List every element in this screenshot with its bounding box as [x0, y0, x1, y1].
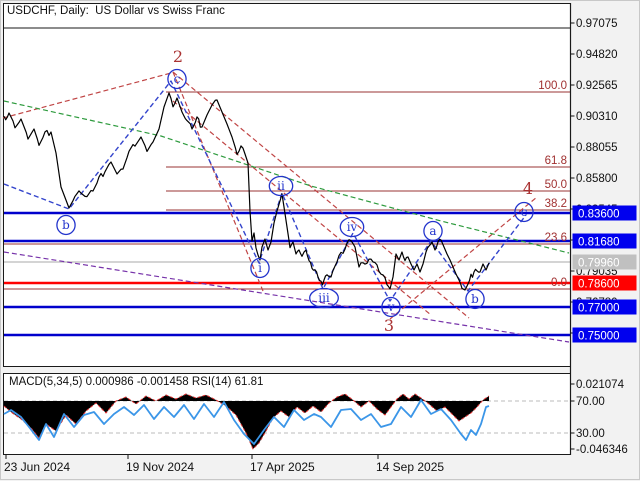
- price-badge-0.77000: [572, 299, 637, 315]
- date-label: 14 Sep 2025: [376, 460, 444, 474]
- chart-title: USDCHF, Daily: US Dollar vs Swiss Franc: [7, 5, 225, 17]
- indicator-label: MACD(5,34,5) 0.000986 -0.001458 RSI(14) …: [9, 376, 264, 388]
- price-badge-label: 0.81680: [578, 237, 620, 249]
- price-tick-label: 0.85800: [576, 173, 618, 185]
- price-badge-0.81680: [572, 233, 637, 249]
- price-badge-label: 0.77000: [578, 303, 620, 315]
- price-tick-label: 0.94820: [576, 49, 618, 61]
- price-tick-label: 0.83545: [576, 204, 618, 216]
- price-badge-label: 0.75000: [578, 331, 620, 343]
- price-tick-label: 0.79035: [576, 266, 618, 278]
- indicator-tick-label: 30.00: [576, 428, 605, 440]
- price-panel: [3, 3, 571, 367]
- price-tick-label: 0.81290: [576, 235, 618, 247]
- price-tick-label: 0.92565: [576, 80, 618, 92]
- price-tick-label: 0.90310: [576, 111, 618, 123]
- price-badge-0.75000: [572, 327, 637, 343]
- price-badge-label: 0.79960: [578, 258, 620, 270]
- price-badge-label: 0.83600: [578, 209, 620, 221]
- date-label: 19 Nov 2024: [126, 460, 194, 474]
- price-badge-label: 0.78600: [578, 279, 620, 291]
- price-tick-label: 0.74525: [576, 328, 618, 340]
- price-tick-label: 0.76780: [576, 297, 618, 309]
- price-badge-0.78600: [572, 275, 637, 291]
- date-label: 17 Apr 2025: [250, 460, 315, 474]
- price-badge-0.79960: [572, 254, 637, 270]
- price-badge-0.83600: [572, 205, 637, 221]
- price-tick-label: 0.88055: [576, 142, 618, 154]
- date-label: 23 Jun 2024: [4, 460, 70, 474]
- price-tick-label: 0.97075: [576, 18, 618, 30]
- indicator-tick-label: -0.046346: [576, 444, 628, 456]
- indicator-tick-label: 70.00: [576, 396, 605, 408]
- indicator-tick-label: 0.021074: [576, 379, 625, 391]
